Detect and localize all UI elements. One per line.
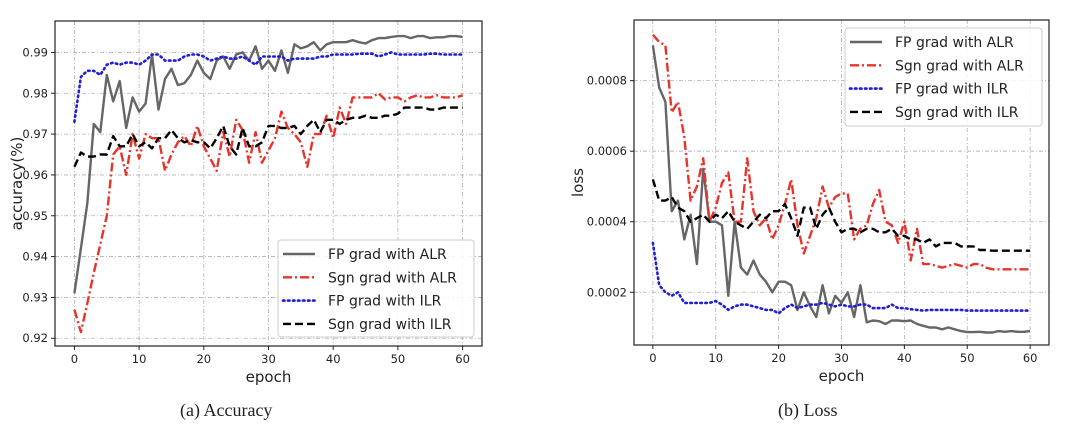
plot-frame [633,19,1050,346]
x-tick-label: 40 [326,352,341,366]
y-tick-label: 0.96 [22,168,48,182]
series-line-0 [73,34,463,294]
chart-1: 0 10 20 30 40 50 60 0.0002 0.0004 0.0006 0.0008 epo… [569,19,1050,385]
x-tick-label: 40 [897,351,912,365]
series-line-1 [73,92,463,334]
x-tick-label: 10 [708,351,723,365]
legend-box [844,27,1043,127]
y-tick-label: 0.0006 [587,144,627,158]
x-tick-label: 20 [196,352,211,366]
legend-label: FP grad with ALR [895,35,1014,51]
legend: FP grad with ALR Sgn grad with ALR FP grad… [844,27,1043,127]
x-tick-label: 30 [261,352,276,366]
series-line-2 [73,51,464,124]
series-line-3 [651,179,1031,252]
legend-label: FP grad with ILR [328,294,442,310]
x-axis-label: epoch [246,368,292,386]
x-tick-label: 50 [391,352,406,366]
y-axis-label: loss [569,168,587,197]
y-tick-label: 0.94 [22,250,48,264]
x-tick-label: 20 [771,351,786,365]
plot-frame [54,20,483,347]
y-tick-label: 0.98 [22,86,48,100]
legend: FP grad with ALR Sgn grad with ALR FP grad… [277,239,475,338]
x-tick-label: 10 [132,352,147,366]
x-tick-label: 60 [1023,351,1038,365]
x-tick-label: 0 [71,352,78,366]
caption-accuracy: (a) Accuracy [180,400,273,420]
y-tick-label: 0.92 [22,331,48,345]
legend-label: Sgn grad with ILR [895,105,1019,121]
x-axis-label: epoch [819,367,865,385]
y-tick-label: 0.0004 [587,215,627,229]
legend-label: Sgn grad with ALR [328,270,457,286]
y-tick-label: 0.0002 [587,285,627,299]
legend-label: Sgn grad with ILR [328,317,452,333]
series-line-3 [73,106,463,168]
y-tick-label: 0.97 [22,127,48,141]
legend-label: Sgn grad with ALR [895,58,1024,74]
series-line-0 [651,45,1031,334]
y-tick-label: 0.0008 [587,74,627,88]
series-line-2 [651,241,1032,315]
x-tick-label: 50 [960,351,975,365]
legend-box [277,239,475,338]
legend-label: FP grad with ALR [328,247,447,263]
x-tick-label: 60 [455,352,470,366]
y-axis-label: accuracy(%) [8,137,26,231]
y-tick-label: 0.95 [22,209,48,223]
x-tick-label: 0 [649,351,656,365]
series-line-1 [652,34,1031,271]
caption-loss: (b) Loss [778,400,838,420]
chart-0: 0 10 20 30 40 50 60 0.92 0.93 0.94 0.95 0.96 0.97 0.9… [8,20,483,386]
x-tick-label: 30 [834,351,849,365]
legend-label: FP grad with ILR [895,82,1009,98]
y-tick-label: 0.99 [22,45,48,59]
y-tick-label: 0.93 [22,290,48,304]
